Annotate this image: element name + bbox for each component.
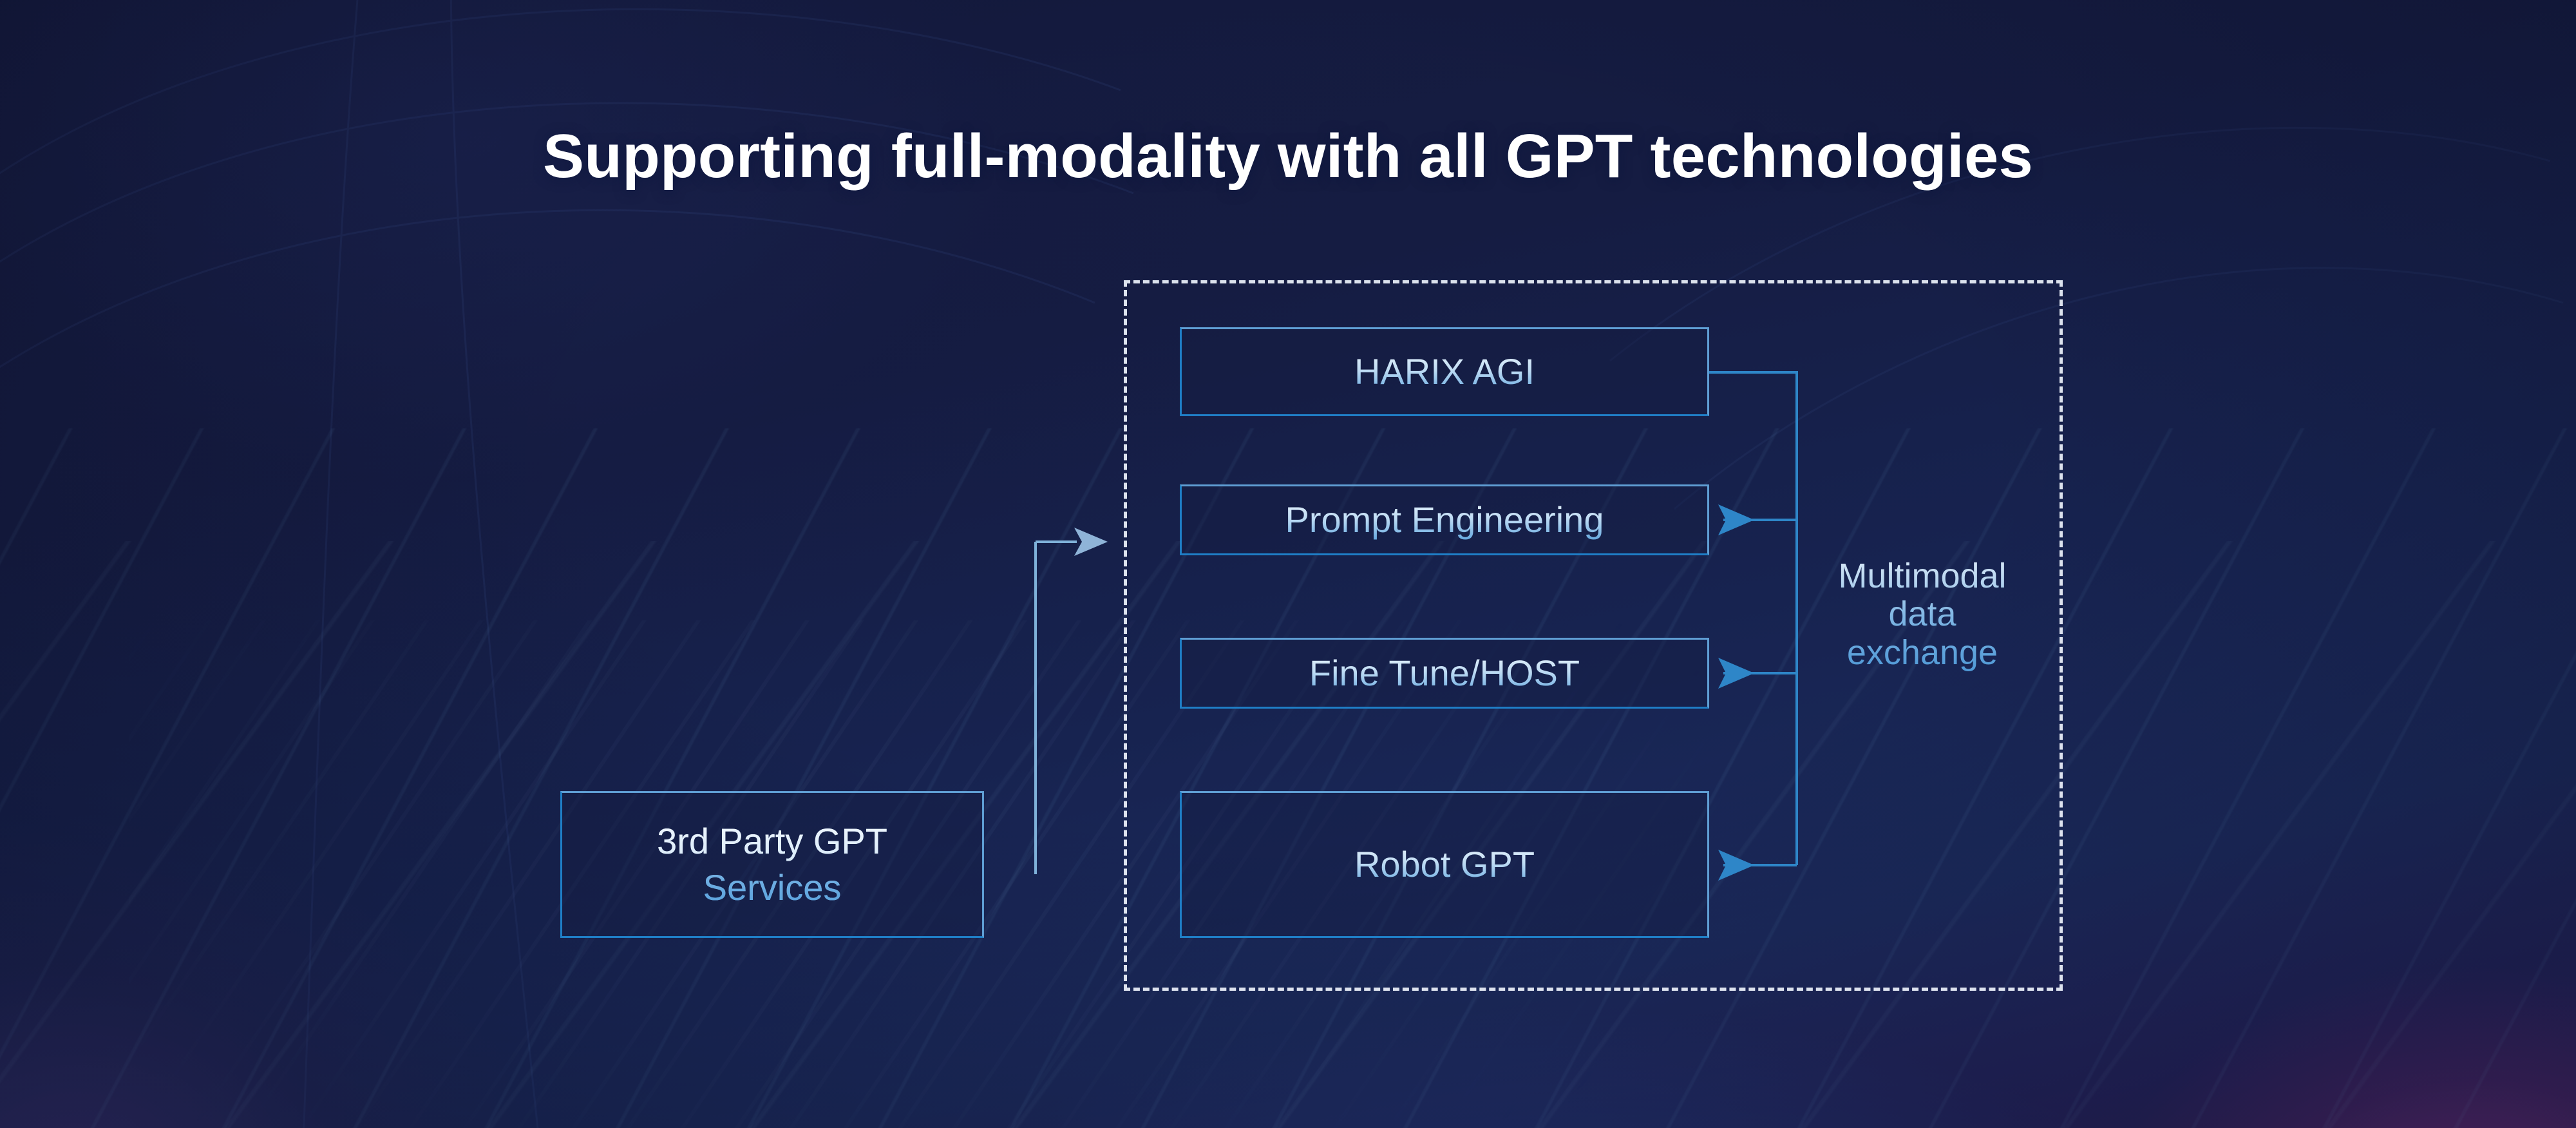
block-harix-agi[interactable]: HARIX AGI <box>1180 327 1709 416</box>
slide-title: Supporting full-modality with all GPT te… <box>543 122 2033 191</box>
block-robot-gpt-label: Robot GPT <box>1340 844 1549 885</box>
block-prompt-engineering[interactable]: Prompt Engineering <box>1180 484 1709 555</box>
multimodal-data-exchange-caption: Multimodal data exchange <box>1803 557 2041 672</box>
block-fine-tune-host-label: Fine Tune/HOST <box>1295 653 1594 694</box>
caption-line3: exchange <box>1846 633 1998 672</box>
block-third-party-gpt-services[interactable]: 3rd Party GPT Services <box>560 791 984 938</box>
block-harix-agi-label: HARIX AGI <box>1340 351 1549 392</box>
caption-line2: data <box>1888 595 1956 634</box>
block-third-party-gpt-services-label: 3rd Party GPT Services <box>643 818 902 910</box>
caption-line1: Multimodal <box>1838 557 2007 595</box>
third-party-label-line1: 3rd Party GPT <box>657 818 887 865</box>
third-party-label-line2: Services <box>657 865 887 911</box>
block-robot-gpt[interactable]: Robot GPT <box>1180 791 1709 938</box>
connector-harix-trunk <box>1709 371 1798 865</box>
block-fine-tune-host[interactable]: Fine Tune/HOST <box>1180 638 1709 709</box>
connector-thirdparty-to-group <box>1034 528 1108 874</box>
block-prompt-engineering-label: Prompt Engineering <box>1271 499 1618 540</box>
